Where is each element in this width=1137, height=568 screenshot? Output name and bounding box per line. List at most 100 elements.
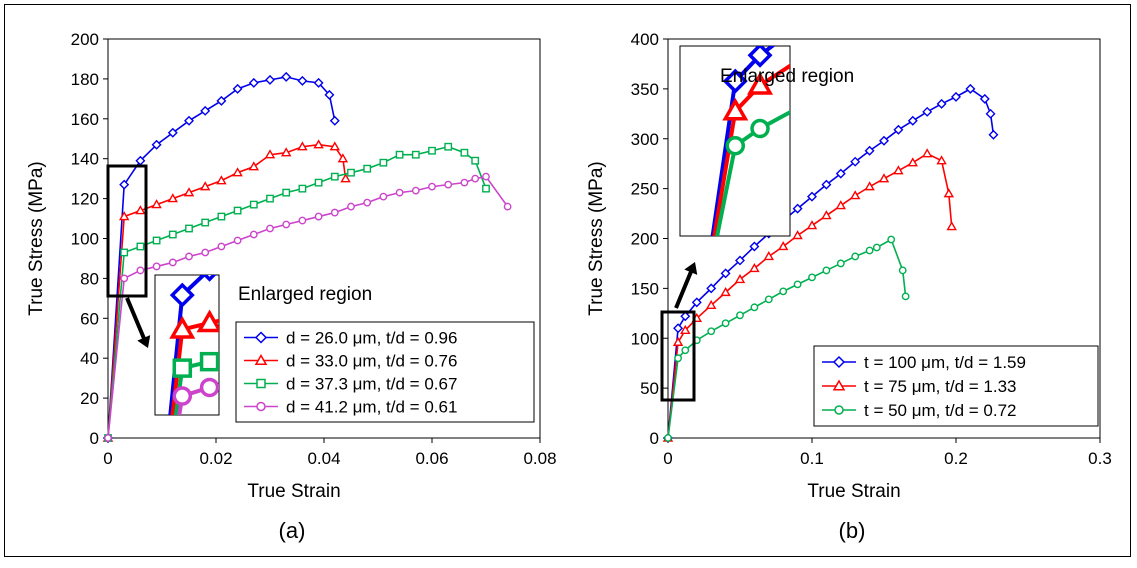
data-point bbox=[893, 165, 904, 175]
x-axis-label: True Strain bbox=[247, 481, 340, 502]
data-point bbox=[672, 336, 684, 346]
data-point bbox=[199, 181, 211, 191]
data-point bbox=[340, 173, 351, 183]
legend-entry: d = 26.0 μm, t/d = 0.96 bbox=[244, 329, 457, 348]
data-point bbox=[835, 200, 847, 210]
y-tick-label: 350 bbox=[631, 80, 659, 99]
inset-data-point bbox=[172, 358, 193, 378]
data-point bbox=[136, 266, 145, 275]
y-tick-label: 0 bbox=[90, 429, 99, 448]
data-point bbox=[792, 203, 803, 214]
data-point bbox=[232, 167, 243, 177]
data-point bbox=[503, 202, 512, 211]
y-tick-label: 140 bbox=[71, 150, 99, 169]
x-tick-label: 0.2 bbox=[944, 449, 968, 468]
series-2 bbox=[664, 235, 910, 442]
data-point bbox=[720, 286, 731, 297]
chart-panel-a: 0 20 40 60 80 100 120 140 160 180 200 0 0.02 0.04 0.06… bbox=[26, 30, 557, 543]
data-point bbox=[808, 273, 816, 282]
data-point bbox=[907, 115, 918, 126]
data-point bbox=[118, 211, 130, 221]
enlarged-inset bbox=[710, 46, 790, 236]
series-1 bbox=[102, 139, 351, 442]
data-point bbox=[792, 230, 803, 240]
data-point bbox=[120, 248, 129, 257]
inset-data-point bbox=[750, 118, 770, 139]
series-2 bbox=[104, 142, 490, 442]
data-point bbox=[922, 106, 933, 117]
data-point bbox=[864, 145, 875, 156]
legend-label: t = 75 μm, t/d = 1.33 bbox=[864, 377, 1017, 396]
data-point bbox=[297, 75, 308, 86]
y-axis-label: True Stress (MPa) bbox=[26, 161, 47, 316]
legend-entry: t = 50 μm, t/d = 0.72 bbox=[822, 401, 1017, 420]
legend-marker bbox=[254, 353, 268, 365]
y-tick-label: 250 bbox=[631, 180, 659, 199]
x-tick-label: 0.02 bbox=[199, 449, 232, 468]
x-tick-label: 0 bbox=[663, 449, 672, 468]
arrow-head bbox=[684, 262, 698, 275]
data-point bbox=[965, 83, 976, 94]
data-point bbox=[428, 146, 436, 155]
data-point bbox=[673, 323, 684, 334]
data-point bbox=[763, 251, 775, 261]
data-point bbox=[120, 274, 129, 283]
data-point bbox=[167, 193, 179, 203]
legend-box bbox=[235, 321, 535, 423]
x-tick-label: 0.1 bbox=[800, 449, 824, 468]
data-point bbox=[168, 230, 177, 239]
y-tick-label: 160 bbox=[71, 110, 99, 129]
data-point bbox=[298, 216, 307, 225]
inset-data-point bbox=[747, 46, 773, 68]
y-tick-label: 200 bbox=[631, 230, 659, 249]
series-line bbox=[107, 76, 336, 439]
legend-marker bbox=[832, 379, 846, 391]
panel-label: (b) bbox=[839, 518, 866, 543]
data-point bbox=[184, 115, 194, 126]
arrow-shaft bbox=[125, 297, 147, 341]
data-point bbox=[460, 178, 469, 187]
data-point bbox=[707, 327, 716, 336]
legend-marker bbox=[256, 401, 266, 412]
data-point bbox=[735, 255, 745, 266]
data-point bbox=[664, 434, 672, 442]
data-point bbox=[936, 155, 947, 165]
y-tick-label: 50 bbox=[640, 379, 659, 398]
data-point bbox=[705, 299, 717, 310]
data-point bbox=[821, 179, 832, 190]
data-point bbox=[865, 246, 874, 255]
legend-label: d = 41.2 μm, t/d = 0.61 bbox=[286, 398, 457, 417]
data-point bbox=[482, 184, 490, 193]
data-point bbox=[893, 124, 904, 135]
data-point bbox=[248, 161, 260, 171]
enlarged-region-box bbox=[106, 164, 148, 298]
legend-entry: d = 37.3 μm, t/d = 0.67 bbox=[244, 375, 457, 394]
data-point bbox=[232, 83, 243, 94]
y-tick-label: 100 bbox=[631, 329, 659, 348]
y-tick-label: 0 bbox=[650, 429, 659, 448]
enlarged-region-label: Enlarged region bbox=[238, 284, 372, 305]
y-tick-label: 150 bbox=[631, 279, 659, 298]
data-point bbox=[280, 147, 292, 157]
data-point bbox=[721, 319, 730, 328]
data-point bbox=[233, 236, 242, 245]
inset-data-point bbox=[722, 68, 748, 94]
y-tick-label: 180 bbox=[71, 70, 99, 89]
y-tick-label: 60 bbox=[80, 309, 99, 328]
data-point bbox=[779, 287, 788, 296]
data-point bbox=[777, 241, 789, 251]
data-point bbox=[836, 259, 845, 268]
enlarged-region-label: Enlarged region bbox=[720, 66, 854, 87]
data-point bbox=[849, 190, 861, 200]
data-point bbox=[850, 156, 861, 167]
data-point bbox=[680, 324, 691, 334]
data-point bbox=[347, 168, 355, 177]
data-point bbox=[313, 77, 324, 88]
data-point bbox=[266, 224, 274, 233]
data-point bbox=[201, 248, 210, 257]
data-point bbox=[314, 178, 323, 187]
data-point bbox=[936, 98, 947, 109]
data-point bbox=[151, 139, 162, 150]
x-axis-label: True Strain bbox=[807, 481, 900, 502]
